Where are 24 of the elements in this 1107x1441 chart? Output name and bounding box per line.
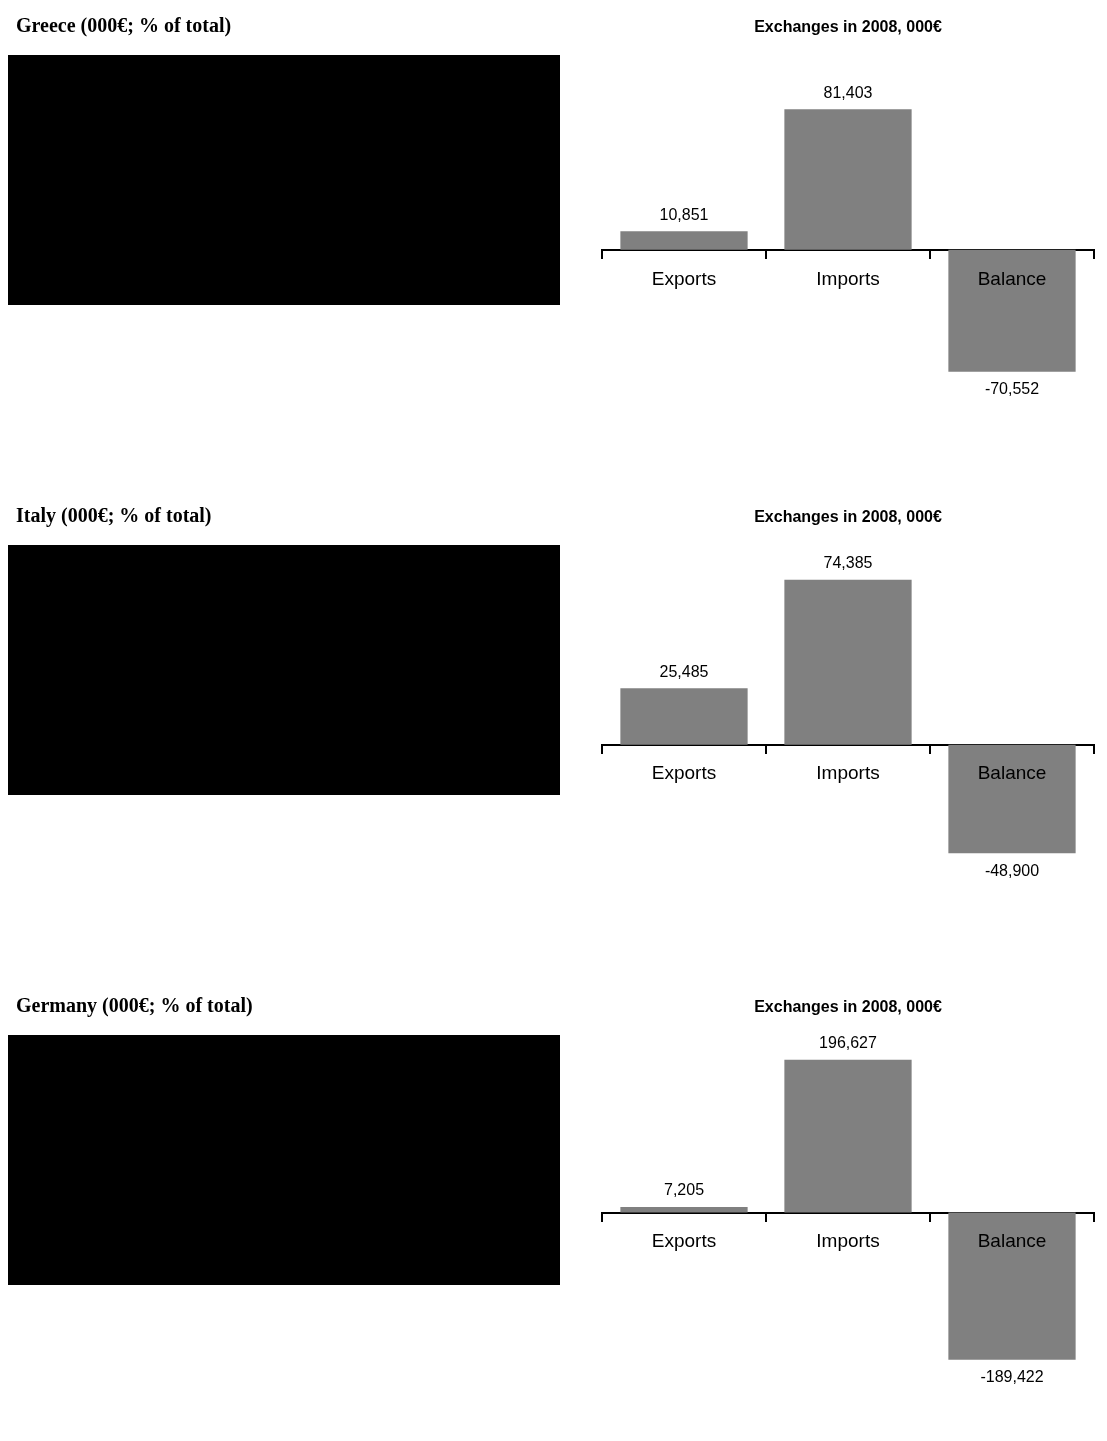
data-label: 7,205 — [663, 1181, 705, 1199]
text: Greece (000€; % of total) — [16, 14, 233, 37]
data-label: -70,552 — [984, 380, 1040, 398]
text: Italy (000€; % of total) — [16, 504, 213, 527]
x-tick-label: Exports — [651, 1230, 717, 1252]
chart-title: Exchanges in 2008, 000€ — [754, 508, 942, 526]
x-tick-label: Exports — [651, 267, 717, 289]
x-tick-label: Balance — [977, 762, 1047, 784]
x-tick-label: Exports — [651, 762, 717, 784]
chart-title: Exchanges in 2008, 000€ — [754, 998, 942, 1016]
text: Germany (000€; % of total) — [16, 994, 254, 1017]
data-label: 81,403 — [823, 83, 873, 101]
x-tick-label: Balance — [977, 1230, 1047, 1252]
data-label: 25,485 — [659, 662, 709, 680]
data-label: 74,385 — [823, 554, 873, 572]
x-tick-label: Imports — [816, 267, 880, 289]
data-label: -189,422 — [980, 1368, 1044, 1386]
x-tick-label: Imports — [816, 762, 880, 784]
data-label: 10,851 — [659, 205, 709, 223]
chart-title: Exchanges in 2008, 000€ — [754, 18, 942, 36]
x-tick-label: Imports — [816, 1230, 880, 1252]
x-tick-label: Balance — [977, 267, 1047, 289]
data-label: -48,900 — [984, 861, 1040, 879]
data-label: 196,627 — [819, 1034, 878, 1052]
